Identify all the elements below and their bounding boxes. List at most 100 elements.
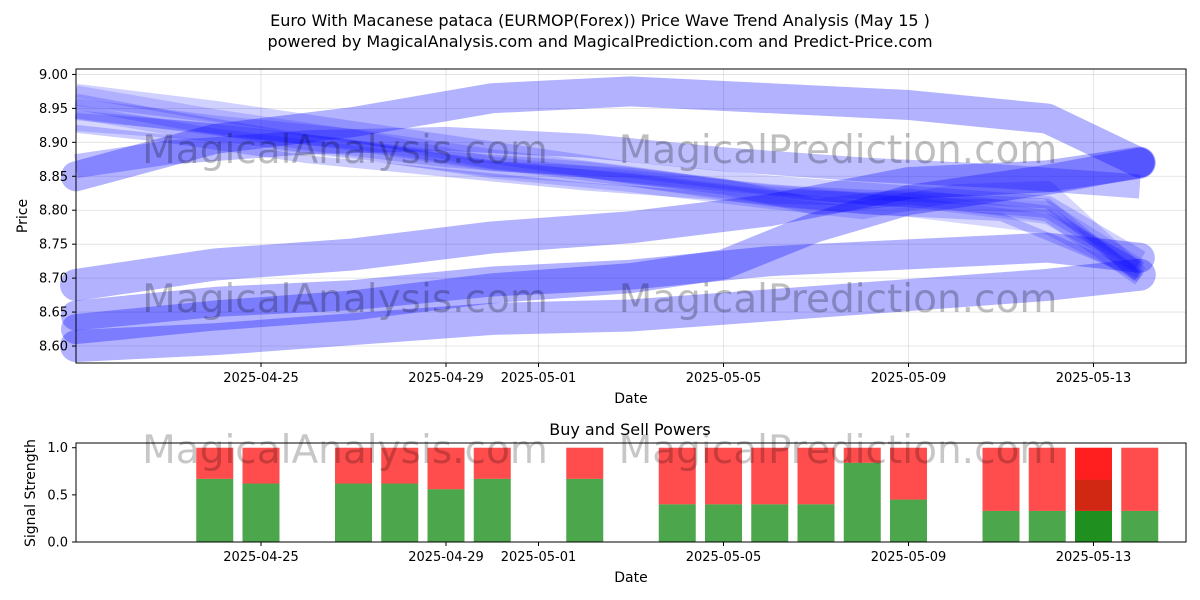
wave-bands xyxy=(60,76,1156,362)
signal-y-tick-label: 1.0 xyxy=(47,441,68,456)
watermark-prediction: MagicalPrediction.com xyxy=(619,128,1058,173)
price-x-tick-label: 2025-05-01 xyxy=(501,371,577,386)
sell-bar xyxy=(1075,447,1112,511)
watermark-analysis: MagicalAnalysis.com xyxy=(142,128,548,173)
sell-bar xyxy=(751,447,789,505)
buy-bar xyxy=(335,483,372,542)
buy-bar xyxy=(566,478,604,542)
wave-band xyxy=(61,147,1155,345)
price-y-tick-label: 8.60 xyxy=(39,340,68,355)
wave-band xyxy=(60,258,1156,362)
buy-bar xyxy=(890,499,927,542)
wave-band xyxy=(75,124,1142,279)
price-x-axis: 2025-04-25 2025-04-29 2025-05-01 2025-05-05… xyxy=(223,363,1131,386)
price-y-axis-label: Price xyxy=(15,199,31,233)
signal-x-tick-label: 2025-05-01 xyxy=(501,550,577,565)
price-x-tick-label: 2025-05-09 xyxy=(871,371,947,386)
sell-bar xyxy=(196,447,234,479)
sell-bar xyxy=(890,447,927,500)
price-y-tick-label: 8.85 xyxy=(39,170,68,185)
chart-title-line-1: Euro With Macanese pataca (EURMOP(Forex)… xyxy=(270,11,930,30)
buy-bar xyxy=(705,504,742,542)
buy-bar xyxy=(381,483,419,542)
signal-y-tick-label: 0.0 xyxy=(47,536,68,551)
price-x-tick-label: 2025-04-25 xyxy=(223,371,299,386)
price-x-tick-label: 2025-04-29 xyxy=(408,371,484,386)
signal-x-tick-label: 2025-04-25 xyxy=(223,550,299,565)
buy-bar xyxy=(242,483,280,542)
price-y-tick-label: 8.95 xyxy=(39,102,68,117)
sell-bar xyxy=(566,447,604,479)
signal-x-tick-label: 2025-04-29 xyxy=(408,550,484,565)
price-y-tick-label: 8.75 xyxy=(39,238,68,253)
highlight-overlap xyxy=(1075,479,1112,511)
buy-bar xyxy=(797,504,835,542)
watermark-prediction: MagicalPrediction.com xyxy=(619,428,1058,473)
buy-bar xyxy=(473,478,511,542)
buy-bar xyxy=(982,510,1020,542)
signal-y-axis-label: Signal Strength xyxy=(23,439,39,547)
signal-bars xyxy=(196,447,1159,542)
wave-band xyxy=(75,110,1143,282)
sell-bar xyxy=(381,447,419,484)
sell-bar xyxy=(242,447,280,484)
wave-band xyxy=(74,83,1146,271)
signal-panel-title: Buy and Sell Powers xyxy=(549,420,711,439)
wave-band xyxy=(60,146,1156,301)
price-y-axis: 8.60 8.65 8.70 8.75 8.80 8.85 8.90 8.95 9.00 xyxy=(39,68,76,355)
signal-x-tick-label: 2025-05-05 xyxy=(686,550,762,565)
buy-bar xyxy=(751,504,789,542)
wave-band xyxy=(61,232,1155,331)
price-x-tick-label: 2025-05-05 xyxy=(686,371,762,386)
watermark-analysis: MagicalAnalysis.com xyxy=(142,428,548,473)
signal-y-tick-label: 0.5 xyxy=(47,488,68,503)
sell-bar xyxy=(427,447,465,490)
price-y-tick-label: 8.70 xyxy=(39,272,68,287)
signal-x-tick-label: 2025-05-13 xyxy=(1056,550,1132,565)
price-y-tick-label: 8.65 xyxy=(39,306,68,321)
watermark-analysis: MagicalAnalysis.com xyxy=(142,277,548,322)
buy-bar xyxy=(658,504,696,542)
price-plot-frame xyxy=(75,68,1187,364)
buy-bar xyxy=(843,462,881,542)
wave-band xyxy=(61,76,1155,192)
sell-bar xyxy=(1121,447,1159,511)
sell-bar xyxy=(658,447,696,505)
signal-plot-frame xyxy=(75,442,1187,543)
signal-x-axis: 2025-04-25 2025-04-29 2025-05-01 2025-05-05… xyxy=(223,542,1131,565)
price-gridlines xyxy=(76,69,1186,363)
sell-bar xyxy=(705,447,742,505)
price-panel: MagicalAnalysis.com MagicalPrediction.co… xyxy=(15,68,1187,407)
sell-bar xyxy=(335,447,372,484)
price-y-tick-label: 8.90 xyxy=(39,136,68,151)
wave-band xyxy=(74,104,1144,275)
price-y-tick-label: 9.00 xyxy=(39,68,68,83)
wave-band xyxy=(74,98,1145,281)
price-x-tick-label: 2025-05-13 xyxy=(1056,371,1132,386)
price-plot-background xyxy=(76,69,1186,363)
signal-panel: Buy and Sell Powers MagicalAnalysis.com … xyxy=(23,420,1187,586)
sell-bar xyxy=(843,447,881,463)
sell-bar xyxy=(473,447,511,479)
sell-bar xyxy=(1028,447,1066,511)
wave-band xyxy=(75,113,1146,282)
sell-bar xyxy=(982,447,1020,511)
signal-x-axis-label: Date xyxy=(614,570,647,586)
wave-band xyxy=(74,93,1145,285)
buy-bar xyxy=(1028,510,1066,542)
buy-bar xyxy=(1121,510,1159,542)
watermark-prediction: MagicalPrediction.com xyxy=(619,277,1058,322)
signal-x-tick-label: 2025-05-09 xyxy=(871,550,947,565)
price-y-tick-label: 8.80 xyxy=(39,204,68,219)
buy-bar xyxy=(196,478,234,542)
sell-bar xyxy=(797,447,835,505)
buy-bar xyxy=(1075,510,1112,542)
chart-title-line-2: powered by MagicalAnalysis.com and Magic… xyxy=(267,32,932,51)
wave-band xyxy=(74,126,1141,199)
price-x-axis-label: Date xyxy=(614,391,647,407)
signal-y-axis: 0.0 0.5 1.0 xyxy=(47,441,76,551)
wave-band xyxy=(74,85,1143,270)
buy-bar xyxy=(427,489,465,542)
